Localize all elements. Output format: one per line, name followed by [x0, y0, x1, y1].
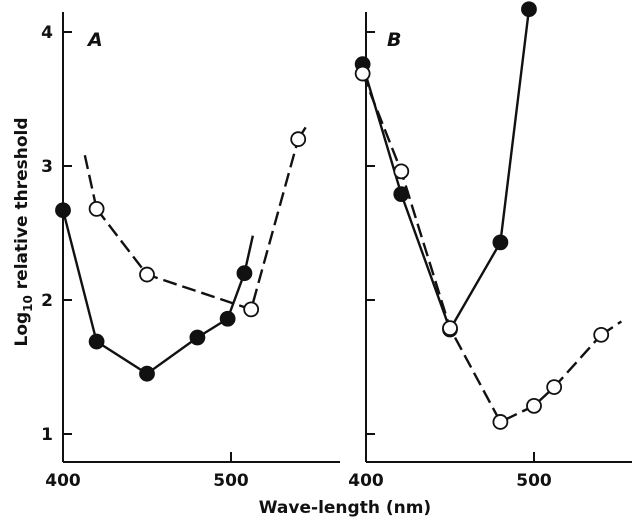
panel-b: 400 500 B [348, 1, 632, 491]
panel-b-x-ticks: 400 500 [348, 452, 552, 491]
panel-b-y-ticks [366, 31, 375, 435]
panel-a-series-1-point [88, 200, 105, 217]
panel-a-series-0-point [88, 333, 105, 350]
panel-a-series-1-point [290, 131, 307, 148]
panel-b-x-tick-label: 500 [516, 471, 552, 491]
panel-a-series-0-point [55, 202, 71, 219]
panel-a-y-tick-label: 2 [41, 291, 53, 311]
panel-a-x-tick-label: 500 [213, 471, 249, 491]
panel-b-series-1-point [546, 379, 563, 396]
panel-b-series-0-line [361, 9, 531, 333]
panel-b-series-1-point [593, 326, 610, 343]
panel-a-x-tick-label: 400 [45, 471, 81, 491]
panel-a-series-0-point [189, 329, 206, 346]
panel-b-series-0-point [521, 1, 537, 18]
panel-b-series-1-point [393, 163, 410, 180]
panel-b-series-1-point [492, 414, 509, 430]
x-axis-title: Wave-length (nm) [259, 498, 431, 518]
panel-a-y-tick-label: 3 [41, 157, 53, 177]
panel-a-series-0-point [236, 265, 253, 282]
panel-a-y-ticks: 1 2 3 4 [41, 23, 72, 445]
panel-a-label: A [86, 29, 103, 51]
panel-a-series-0-line [61, 209, 246, 376]
panel-b-series-1-line [361, 73, 603, 424]
panel-a-series-1-line [95, 138, 300, 311]
panel-b-x-tick-label: 400 [348, 471, 384, 491]
panel-a-series-1-point [243, 301, 260, 318]
panel-a-y-tick-label: 1 [41, 425, 53, 445]
panel-a-series-0-point [139, 365, 155, 382]
panel-b-label: B [387, 29, 401, 51]
panel-a-y-tick-label: 4 [41, 23, 53, 43]
panel-b-series [354, 1, 623, 430]
panel-b-series-1-point [526, 397, 542, 414]
panel-a-series-1-start-extension [83, 155, 98, 210]
panel-b-series-0-point [492, 234, 509, 251]
panel-a-x-ticks: 400 500 [45, 452, 249, 491]
panel-a: 1 2 3 4 400 500 A [41, 12, 340, 491]
panel-a-series-1-point [139, 266, 155, 283]
panel-a-series-0-point [219, 310, 236, 327]
y-axis-title: Log10 relative threshold [12, 117, 35, 346]
panel-a-series [55, 125, 308, 382]
panel-b-series-1-point [442, 320, 458, 337]
panel-b-series-1-point [354, 65, 371, 82]
